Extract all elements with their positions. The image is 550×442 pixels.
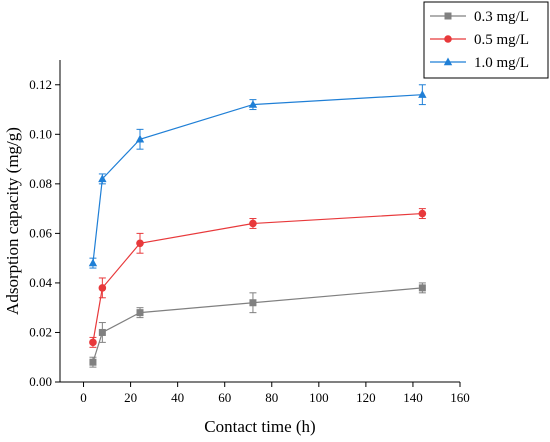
data-point (136, 239, 144, 248)
x-tick-label: 120 (356, 390, 376, 405)
legend-marker (444, 35, 452, 43)
legend-label: 0.5 mg/L (474, 32, 529, 48)
data-point (249, 299, 257, 307)
legend-label: 1.0 mg/L (474, 55, 529, 71)
x-tick-label: 80 (265, 390, 278, 405)
data-point (98, 174, 107, 183)
x-tick-label: 140 (403, 390, 423, 405)
y-ticks: 0.00 0.02 0.04 0.06 0.08 0.10 0.12 (29, 77, 60, 389)
data-point (136, 309, 144, 317)
x-axis-title: Contact time (h) (204, 417, 315, 436)
legend-item-0: 0.3 mg/L (430, 9, 529, 25)
x-tick-label: 100 (309, 390, 329, 405)
series-line (92, 94, 423, 264)
y-axis-title: Adsorption capacity (mg/g) (3, 127, 22, 315)
series-1 (89, 208, 427, 348)
data-point (89, 358, 97, 366)
legend-item-1: 0.5 mg/L (430, 32, 529, 48)
data-point (89, 338, 97, 347)
data-point (135, 134, 145, 143)
data-point (418, 209, 427, 218)
axes (59, 60, 460, 383)
data-point (98, 328, 106, 336)
y-tick-label: 0.10 (29, 126, 52, 141)
x-ticks: 0 20 40 60 80 100 120 140 160 (80, 382, 470, 405)
legend-marker (443, 57, 453, 66)
y-tick-label: 0.00 (29, 374, 52, 389)
x-tick-label: 60 (218, 390, 231, 405)
data-point (418, 90, 427, 98)
data-point (418, 284, 426, 292)
series-2 (88, 84, 427, 269)
x-tick-label: 20 (124, 390, 137, 405)
y-tick-label: 0.06 (29, 225, 52, 240)
y-tick-label: 0.02 (29, 324, 52, 339)
series-layer (88, 84, 427, 368)
data-point (248, 100, 258, 108)
data-point (249, 219, 257, 228)
x-tick-label: 0 (80, 390, 87, 405)
legend-label: 0.3 mg/L (474, 9, 529, 25)
x-tick-label: 160 (450, 390, 470, 405)
legend-item-2: 1.0 mg/L (430, 55, 529, 71)
series-0 (89, 282, 426, 368)
x-tick-label: 40 (171, 390, 184, 405)
data-point (88, 258, 98, 267)
legend: 0.3 mg/L 0.5 mg/L 1.0 mg/L (423, 1, 549, 79)
legend-items: 0.3 mg/L 0.5 mg/L 1.0 mg/L (430, 9, 529, 71)
data-point (98, 284, 107, 292)
series-line (92, 287, 423, 363)
legend-marker (444, 12, 452, 20)
y-tick-label: 0.12 (29, 77, 52, 92)
y-tick-label: 0.08 (29, 176, 52, 191)
y-tick-label: 0.04 (29, 275, 52, 290)
